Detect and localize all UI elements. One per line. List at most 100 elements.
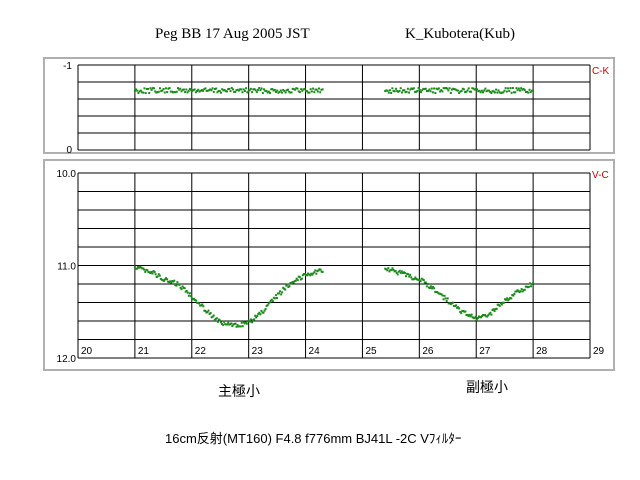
- ck-data-point: [486, 89, 489, 92]
- vc-data-point: [307, 272, 310, 275]
- ck-data-point: [445, 86, 448, 89]
- ck-data-point: [200, 88, 203, 91]
- vc-data-point: [296, 279, 299, 282]
- primary-minimum-label: 主極小: [218, 383, 260, 399]
- vc-data-point: [290, 282, 293, 285]
- vc-data-point: [310, 272, 313, 275]
- ck-data-point: [216, 91, 219, 94]
- vc-data-point: [319, 268, 322, 271]
- instrument-caption: 16cm反射(MT160) F4.8 f776mm BJ41L -2C Vﾌｨﾙ…: [165, 431, 462, 446]
- ck-data-point: [135, 88, 138, 91]
- ck-data-point: [234, 90, 237, 93]
- vc-data-point: [157, 273, 160, 276]
- vc-data-point: [487, 314, 490, 317]
- vc-data-point: [457, 306, 460, 309]
- ck-data-point: [496, 91, 499, 94]
- vc-data-point: [274, 294, 277, 297]
- vc-data-point: [520, 288, 523, 291]
- vc-data-point: [417, 278, 420, 281]
- ck-data-point: [240, 88, 243, 91]
- vc-data-point: [446, 297, 449, 300]
- ck-data-point: [298, 91, 301, 94]
- vc-data-point: [188, 292, 191, 295]
- vc-data-point: [497, 303, 500, 306]
- ck-data-point: [417, 87, 420, 90]
- vc-data-point: [237, 325, 240, 328]
- vc-data-point: [155, 276, 158, 279]
- vc-data-point: [272, 296, 275, 299]
- vc-data-point: [476, 317, 479, 320]
- vc-data-point: [135, 267, 138, 270]
- ck-data-point: [197, 88, 200, 91]
- vc-data-point: [236, 324, 239, 327]
- ck-data-point: [280, 91, 283, 94]
- ck-data-point: [479, 91, 482, 94]
- ck-data-point: [425, 90, 428, 93]
- vc-data-point: [198, 302, 201, 305]
- ck-data-point: [315, 88, 318, 91]
- vc-data-point: [211, 315, 214, 318]
- ck-data-point: [166, 91, 169, 94]
- ck-data-point: [210, 89, 213, 92]
- vc-data-point: [223, 320, 226, 323]
- vc-data-point: [512, 294, 515, 297]
- ck-data-point: [415, 90, 418, 93]
- vc-data-point: [466, 314, 469, 317]
- vc-data-point: [141, 267, 144, 270]
- vc-data-point: [412, 278, 415, 281]
- vc-data-point: [240, 321, 243, 324]
- ck-data-point: [257, 88, 260, 91]
- vc-data-point: [172, 280, 175, 283]
- ck-data-point: [187, 89, 190, 92]
- ck-data-point: [408, 91, 411, 94]
- vc-data-point: [165, 277, 168, 280]
- vc-data-point: [519, 290, 522, 293]
- ck-data-point: [309, 88, 312, 91]
- vc-data-point: [439, 292, 442, 295]
- vc-data-point: [149, 271, 152, 274]
- vc-data-point: [403, 272, 406, 275]
- vc-data-point: [293, 280, 296, 283]
- ck-data-point: [464, 90, 467, 93]
- ck-data-point: [437, 87, 440, 90]
- vc-data-point: [510, 297, 513, 300]
- ck-data-point: [145, 88, 148, 91]
- ck-data-point: [203, 88, 206, 91]
- vc-data-point: [177, 283, 180, 286]
- ck-data-point: [161, 89, 164, 92]
- vc-data-point: [502, 301, 505, 304]
- ck-data-point: [228, 87, 231, 90]
- x-tick-label: 29: [593, 346, 605, 357]
- vc-data-point: [246, 320, 249, 323]
- vc-data-point: [187, 294, 190, 297]
- vc-data-point: [490, 313, 493, 316]
- vc-data-point: [191, 298, 194, 301]
- ck-data-point: [448, 87, 451, 90]
- ck-data-point: [503, 89, 506, 92]
- ck-data-point: [133, 89, 136, 92]
- vc-data-point: [398, 269, 401, 272]
- ck-data-point: [424, 87, 427, 90]
- ck-data-point: [209, 88, 212, 91]
- vc-data-point: [249, 320, 252, 323]
- vc-data-point: [206, 310, 209, 313]
- ck-data-point: [446, 87, 449, 90]
- ck-data-point: [292, 88, 295, 91]
- vc-data-point: [406, 272, 409, 275]
- ck-data-point: [491, 90, 494, 93]
- ck-data-point: [416, 89, 419, 92]
- vc-data-point: [267, 302, 270, 305]
- vc-data-point: [484, 314, 487, 317]
- vc-data-point: [183, 287, 186, 290]
- vc-data-point: [286, 283, 289, 286]
- vc-data-point: [196, 301, 199, 304]
- vc-data-point: [233, 322, 236, 325]
- ck-data-point: [518, 89, 521, 92]
- vc-data-point: [232, 323, 235, 326]
- ck-data-point: [156, 91, 159, 94]
- vc-data-point: [426, 282, 429, 285]
- vc-data-point: [271, 300, 274, 303]
- vc-data-point: [300, 277, 303, 280]
- vc-data-point: [516, 289, 519, 292]
- vc-data-point: [432, 285, 435, 288]
